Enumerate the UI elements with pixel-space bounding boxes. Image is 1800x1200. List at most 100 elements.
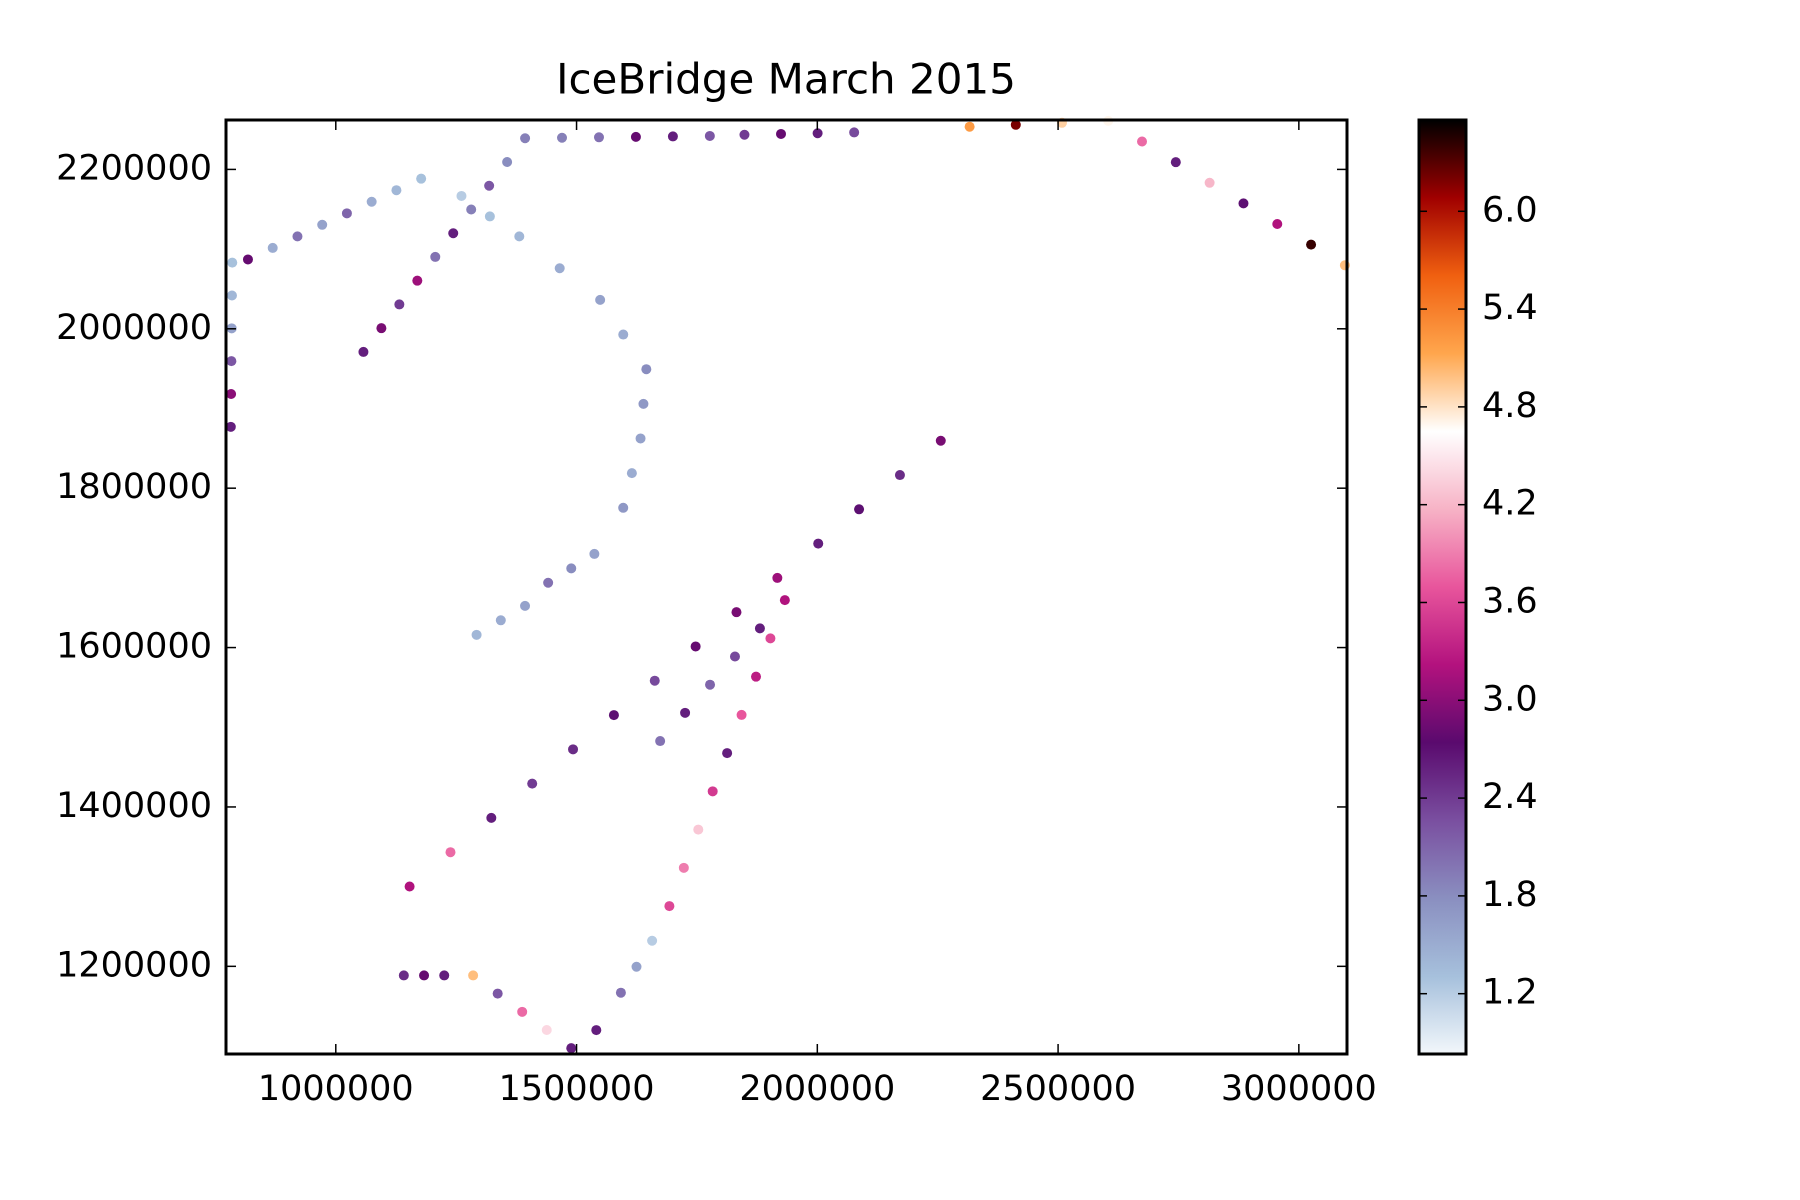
data-point — [358, 346, 369, 357]
data-point — [631, 961, 642, 972]
colorbar-tick-label: 1.2 — [1482, 973, 1538, 1013]
data-point — [416, 173, 427, 184]
data-point — [1170, 157, 1181, 168]
data-point — [693, 824, 704, 835]
data-point — [226, 356, 237, 367]
colorbar-tick-label: 2.4 — [1482, 777, 1538, 817]
data-point — [935, 435, 946, 446]
y-tick-label: 1400000 — [56, 786, 212, 826]
colorbar-tick-label: 4.2 — [1482, 484, 1538, 524]
plot-frame — [224, 118, 1349, 1056]
data-point — [707, 786, 718, 797]
y-tick-label: 1200000 — [56, 945, 212, 985]
data-point — [226, 388, 237, 399]
data-point — [517, 1006, 528, 1017]
colorbar-tick-label: 3.6 — [1482, 581, 1538, 621]
data-point — [341, 208, 352, 219]
data-point — [812, 128, 823, 139]
data-point — [894, 470, 905, 481]
x-tick-label: 2500000 — [980, 1069, 1136, 1109]
data-point — [398, 970, 409, 981]
data-point — [1306, 239, 1317, 250]
data-point — [514, 231, 525, 242]
data-point — [754, 623, 765, 634]
data-point — [466, 204, 477, 215]
data-point — [1238, 198, 1249, 209]
data-point — [765, 633, 776, 644]
data-point — [667, 131, 678, 142]
data-point — [317, 219, 328, 230]
data-point — [618, 502, 629, 513]
data-point — [731, 607, 742, 618]
data-point — [615, 987, 626, 998]
data-point — [964, 121, 975, 132]
data-point — [242, 254, 253, 265]
colorbar-tick-label: 3.0 — [1482, 679, 1538, 719]
data-point — [626, 468, 637, 479]
data-point — [595, 294, 606, 305]
data-point — [1010, 119, 1021, 130]
data-point — [751, 671, 762, 682]
data-point — [1272, 218, 1283, 229]
data-point — [520, 133, 531, 144]
x-tick-label: 1000000 — [258, 1069, 414, 1109]
x-tick-label: 2000000 — [739, 1069, 895, 1109]
data-point — [772, 572, 783, 583]
data-point — [394, 299, 405, 310]
data-point — [655, 736, 666, 747]
data-point — [680, 707, 691, 718]
data-point — [557, 132, 568, 143]
data-point — [404, 881, 415, 892]
data-point — [705, 679, 716, 690]
data-point — [704, 130, 715, 141]
data-point — [468, 970, 479, 981]
data-point — [430, 251, 441, 262]
data-point — [690, 641, 701, 652]
data-point — [638, 398, 649, 409]
colorbar-tick-label: 1.8 — [1482, 875, 1538, 915]
colorbar-tick-label: 6.0 — [1482, 190, 1538, 230]
data-point — [779, 595, 790, 606]
colorbar-tick-label: 4.8 — [1482, 386, 1538, 426]
data-point — [391, 185, 402, 196]
data-point — [568, 744, 579, 755]
data-point — [456, 190, 467, 201]
data-point — [566, 1043, 577, 1054]
y-tick-label: 2200000 — [56, 148, 212, 188]
data-point — [1137, 136, 1148, 147]
y-tick-label: 2000000 — [56, 308, 212, 348]
chart-title: IceBridge March 2015 — [556, 55, 1016, 104]
data-point — [445, 847, 456, 858]
data-point — [649, 675, 660, 686]
x-tick-label: 3000000 — [1221, 1069, 1377, 1109]
data-point — [776, 128, 787, 139]
data-point — [554, 263, 565, 274]
data-point — [854, 504, 865, 515]
data-point — [412, 275, 423, 286]
data-point — [484, 211, 495, 222]
data-point — [541, 1025, 552, 1036]
data-point — [227, 257, 238, 268]
y-tick-label: 1800000 — [56, 467, 212, 507]
data-point — [647, 935, 658, 946]
data-point — [543, 577, 554, 588]
data-point — [1204, 177, 1215, 188]
data-point — [736, 709, 747, 720]
data-point — [292, 231, 303, 242]
data-point — [520, 600, 531, 611]
colorbar — [1417, 118, 1468, 1056]
data-point — [495, 615, 506, 626]
data-point — [635, 433, 646, 444]
data-point — [226, 290, 237, 301]
data-point — [618, 329, 629, 340]
data-point — [502, 156, 513, 167]
data-point — [566, 563, 577, 574]
data-point — [641, 364, 652, 375]
data-point — [527, 778, 538, 789]
data-point — [419, 970, 430, 981]
data-point — [630, 131, 641, 142]
data-point — [492, 988, 503, 999]
data-point — [484, 180, 495, 191]
data-point — [589, 548, 600, 559]
